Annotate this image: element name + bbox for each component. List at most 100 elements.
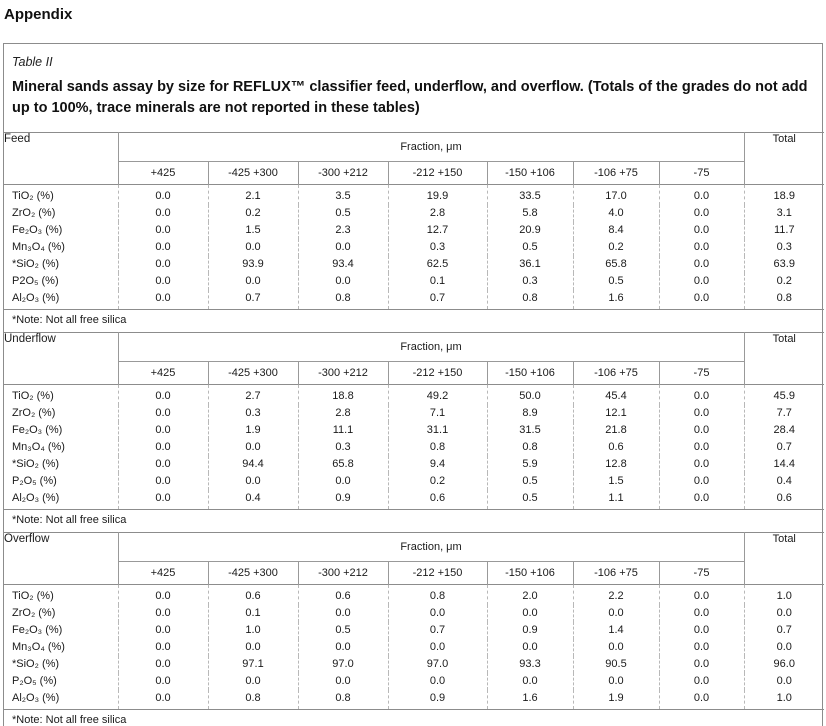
assay-value: 0.0 xyxy=(658,456,745,473)
size-column-header: -75 xyxy=(658,361,745,385)
assay-table-feed: Feed Fraction, μm Total +425 -425 +300 -300 +… xyxy=(4,132,825,332)
assay-value: 0.5 xyxy=(486,490,573,510)
assay-value: 0.0 xyxy=(658,256,745,273)
assay-value: 0.0 xyxy=(297,605,388,622)
size-column-header: -212 +150 xyxy=(387,161,487,185)
assay-value: 0.0 xyxy=(117,622,208,639)
size-column-header: -212 +150 xyxy=(387,361,487,385)
assay-value: 0.0 xyxy=(486,639,573,656)
assay-value: 0.6 xyxy=(387,490,487,510)
assay-value: 0.8 xyxy=(486,290,573,310)
assay-value: 1.6 xyxy=(572,290,659,310)
assay-value: 90.5 xyxy=(572,656,659,673)
assay-value: 0.0 xyxy=(207,473,298,490)
assay-value: 0.4 xyxy=(207,490,298,510)
assay-value: 2.3 xyxy=(297,222,388,239)
assay-value: 0.3 xyxy=(297,439,388,456)
assay-value: 0.0 xyxy=(297,473,388,490)
mineral-label: Fe₂O₃ (%) xyxy=(12,624,63,636)
assay-value: 0.8 xyxy=(387,584,487,605)
row-total: 0.8 xyxy=(743,290,825,310)
mineral-label: Mn₃O₄ (%) xyxy=(12,641,65,653)
assay-value: 1.9 xyxy=(207,422,298,439)
row-total: 45.9 xyxy=(743,384,825,405)
assay-value: 20.9 xyxy=(486,222,573,239)
assay-value: 12.1 xyxy=(572,405,659,422)
assay-value: 0.0 xyxy=(117,473,208,490)
table-caption: Mineral sands assay by size for REFLUX™ … xyxy=(12,79,808,116)
table-row: TiO₂ (%) 0.0 0.6 0.6 0.8 2.0 2.2 0.0 1.0 xyxy=(4,584,825,605)
assay-value: 0.0 xyxy=(117,456,208,473)
assay-value: 3.5 xyxy=(297,184,388,205)
mineral-label: Mn₃O₄ (%) xyxy=(12,441,65,453)
assay-value: 31.1 xyxy=(387,422,487,439)
assay-value: 9.4 xyxy=(387,456,487,473)
assay-value: 4.0 xyxy=(572,205,659,222)
total-header: Total xyxy=(743,332,825,385)
mineral-label: P₂O₅ (%) xyxy=(12,675,57,687)
assay-tables-container: Feed Fraction, μm Total +425 -425 +300 -300 +… xyxy=(4,132,825,726)
assay-value: 0.0 xyxy=(207,439,298,456)
assay-value: 45.4 xyxy=(572,384,659,405)
assay-value: 7.1 xyxy=(387,405,487,422)
assay-value: 17.0 xyxy=(572,184,659,205)
size-column-header: -150 +106 xyxy=(486,561,573,585)
assay-value: 1.4 xyxy=(572,622,659,639)
row-total: 0.7 xyxy=(743,622,825,639)
table-row: *SiO₂ (%) 0.0 97.1 97.0 97.0 93.3 90.5 0.0 96.0 xyxy=(4,656,825,673)
mineral-label: Al₂O₃ (%) xyxy=(12,692,60,704)
assay-value: 0.0 xyxy=(658,490,745,510)
assay-value: 12.7 xyxy=(387,222,487,239)
assay-value: 0.3 xyxy=(207,405,298,422)
assay-value: 0.0 xyxy=(658,273,745,290)
assay-value: 0.0 xyxy=(387,673,487,690)
assay-value: 31.5 xyxy=(486,422,573,439)
mineral-label: P2O₅ (%) xyxy=(12,275,59,287)
assay-value: 0.0 xyxy=(658,605,745,622)
assay-value: 0.3 xyxy=(486,273,573,290)
assay-value: 0.0 xyxy=(207,273,298,290)
table-row: *SiO₂ (%) 0.0 93.9 93.4 62.5 36.1 65.8 0.0 63.9 xyxy=(4,256,825,273)
table-row: TiO₂ (%) 0.0 2.7 18.8 49.2 50.0 45.4 0.0 45.9 xyxy=(4,384,825,405)
mineral-label: *SiO₂ (%) xyxy=(12,658,60,670)
size-column-header: -106 +75 xyxy=(572,561,659,585)
assay-value: 0.5 xyxy=(486,473,573,490)
assay-value: 2.1 xyxy=(207,184,298,205)
assay-value: 5.9 xyxy=(486,456,573,473)
assay-value: 0.1 xyxy=(207,605,298,622)
assay-value: 1.5 xyxy=(207,222,298,239)
assay-value: 2.8 xyxy=(387,205,487,222)
assay-value: 0.0 xyxy=(658,205,745,222)
size-column-header: -75 xyxy=(658,161,745,185)
size-column-header: -150 +106 xyxy=(486,161,573,185)
size-column-header: +425 xyxy=(117,161,208,185)
assay-value: 65.8 xyxy=(572,256,659,273)
mineral-label: *SiO₂ (%) xyxy=(12,258,60,270)
table-note: *Note: Not all free silica xyxy=(4,709,825,726)
row-total: 0.4 xyxy=(743,473,825,490)
assay-value: 0.0 xyxy=(658,473,745,490)
assay-value: 2.2 xyxy=(572,584,659,605)
assay-value: 21.8 xyxy=(572,422,659,439)
assay-value: 93.3 xyxy=(486,656,573,673)
mineral-label: Al₂O₃ (%) xyxy=(12,492,60,504)
assay-value: 0.6 xyxy=(297,584,388,605)
size-column-header: -300 +212 xyxy=(297,561,388,585)
table-row: *SiO₂ (%) 0.0 94.4 65.8 9.4 5.9 12.8 0.0 14.4 xyxy=(4,456,825,473)
table-row: Al₂O₃ (%) 0.0 0.8 0.8 0.9 1.6 1.9 0.0 1.0 xyxy=(4,690,825,710)
assay-value: 0.0 xyxy=(658,405,745,422)
row-total: 18.9 xyxy=(743,184,825,205)
assay-value: 5.8 xyxy=(486,205,573,222)
table-row: ZrO₂ (%) 0.0 0.3 2.8 7.1 8.9 12.1 0.0 7.7 xyxy=(4,405,825,422)
size-column-header: -150 +106 xyxy=(486,361,573,385)
assay-value: 0.8 xyxy=(297,290,388,310)
assay-value: 0.0 xyxy=(658,656,745,673)
size-column-header: -106 +75 xyxy=(572,361,659,385)
assay-value: 0.0 xyxy=(572,605,659,622)
assay-value: 0.0 xyxy=(658,673,745,690)
table-row: Mn₃O₄ (%) 0.0 0.0 0.0 0.0 0.0 0.0 0.0 0.0 xyxy=(4,639,825,656)
assay-value: 8.9 xyxy=(486,405,573,422)
table-row: ZrO₂ (%) 0.0 0.1 0.0 0.0 0.0 0.0 0.0 0.0 xyxy=(4,605,825,622)
table-row: P2O₅ (%) 0.0 0.0 0.0 0.1 0.3 0.5 0.0 0.2 xyxy=(4,273,825,290)
